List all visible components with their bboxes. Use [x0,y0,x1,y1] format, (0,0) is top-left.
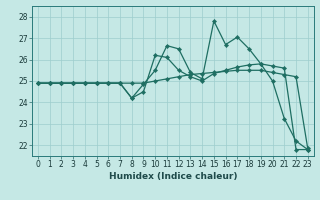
X-axis label: Humidex (Indice chaleur): Humidex (Indice chaleur) [108,172,237,181]
